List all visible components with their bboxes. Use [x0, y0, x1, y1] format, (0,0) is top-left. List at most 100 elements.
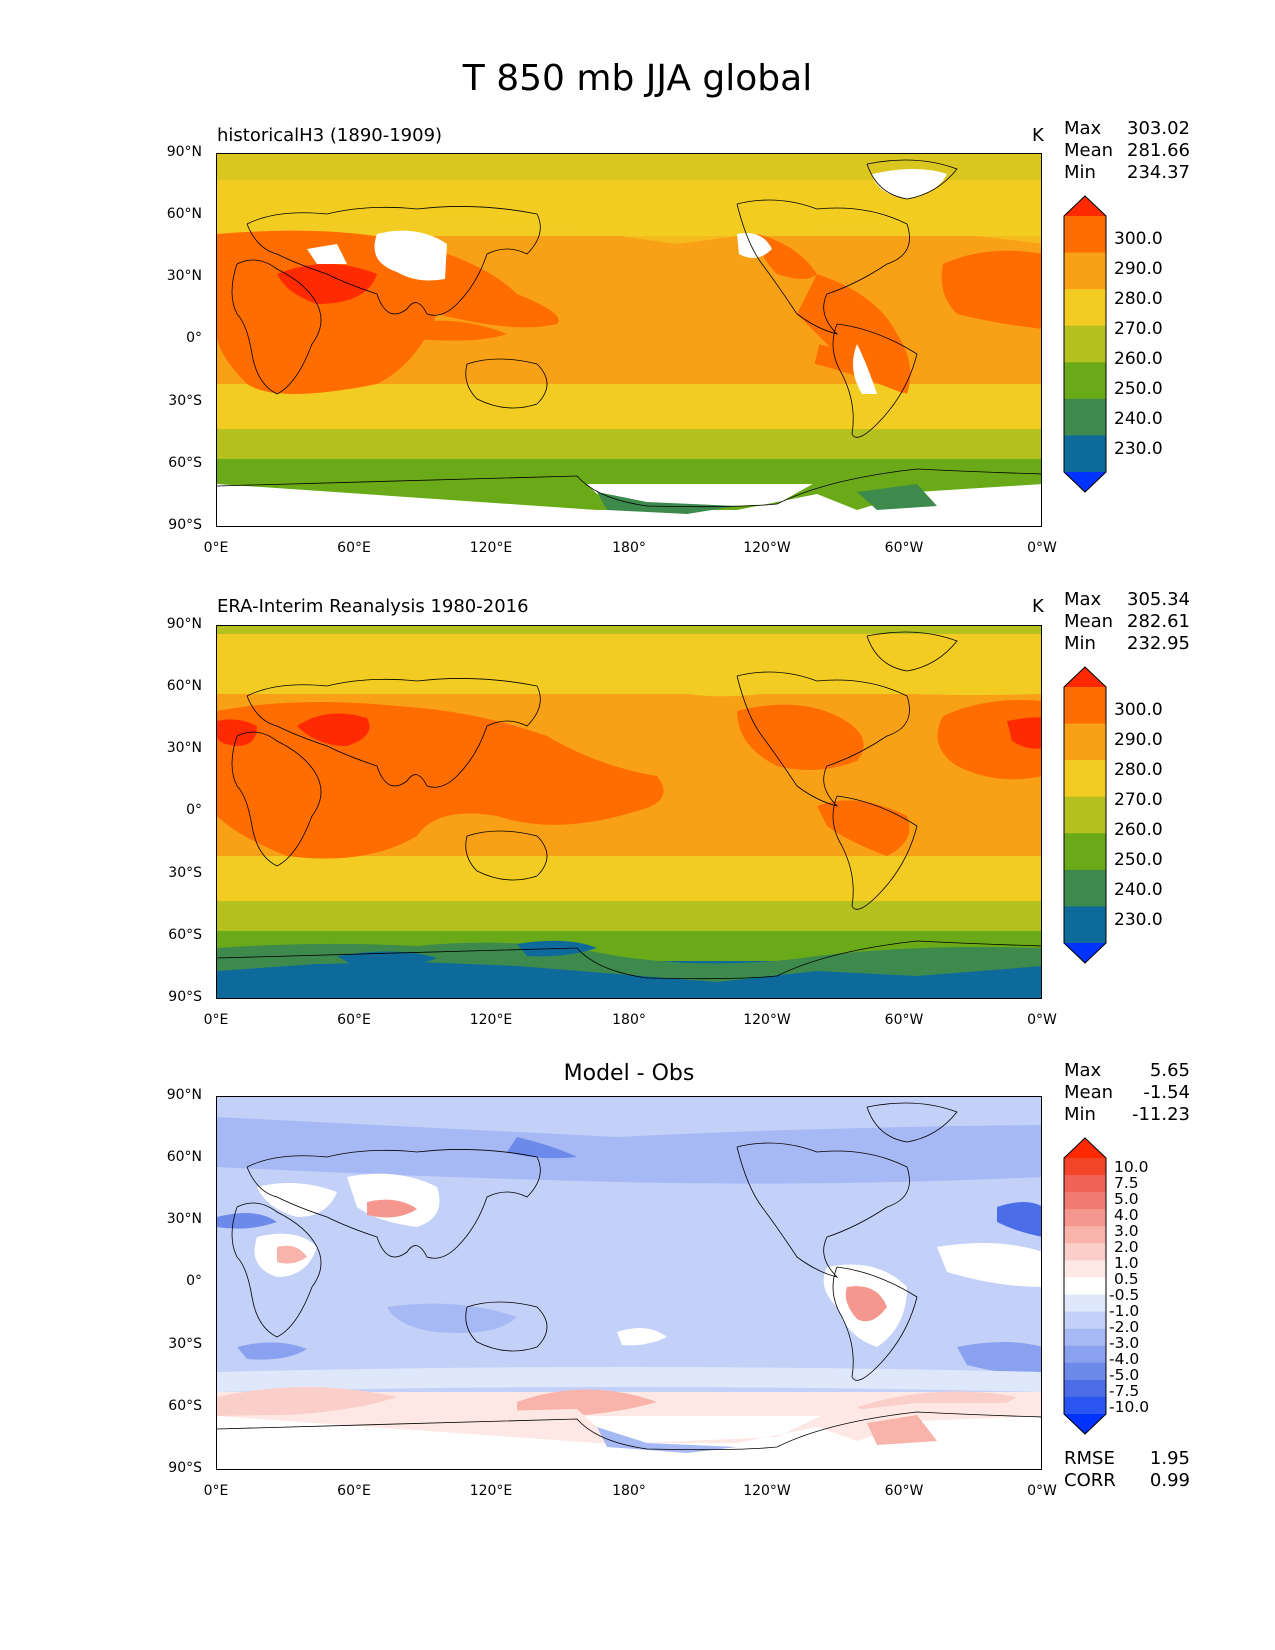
- panel-1-stats: Max 303.02 Mean 281.66 Min 234.37: [1064, 118, 1190, 184]
- colorbar-segment: [1064, 1345, 1106, 1364]
- colorbar-segment: [1064, 325, 1106, 363]
- panel-1-lon-label: 60°W: [884, 540, 924, 556]
- panel-2-lon-label: 0°E: [203, 1012, 229, 1028]
- panel-1-units: K: [1032, 125, 1044, 146]
- colorbar-label: 0.5: [1114, 1270, 1139, 1288]
- stat-min: 232.95: [1127, 633, 1190, 654]
- colorbar-label: 5.0: [1114, 1190, 1139, 1208]
- panel-3-lon-label: 0°W: [1027, 1483, 1057, 1499]
- panel-3-lon-label: 60°W: [884, 1483, 924, 1499]
- colorbar-label: 10.0: [1114, 1158, 1149, 1176]
- colorbar-label: -7.5: [1109, 1382, 1140, 1400]
- colorbar-segment: [1064, 252, 1106, 290]
- colorbar-segment: [1064, 1311, 1106, 1330]
- colorbar-label: 260.0: [1114, 349, 1163, 369]
- panel-3-lon-label: 120°W: [743, 1483, 791, 1499]
- colorbar-segment: [1064, 1379, 1106, 1398]
- colorbar-segment: [1064, 760, 1106, 798]
- colorbar-label: 270.0: [1114, 319, 1163, 339]
- panel-1-colorbar-svg: [1063, 195, 1107, 493]
- colorbar-outline: [1063, 1137, 1107, 1435]
- panel-2-lon-label: 60°E: [337, 1012, 371, 1028]
- panel-3-lon-label: 120°E: [469, 1483, 513, 1499]
- panel-3-lon-label: 60°E: [337, 1483, 371, 1499]
- colorbar-segment: [1064, 1328, 1106, 1347]
- colorbar-label: 250.0: [1114, 850, 1163, 870]
- panel-1-lon-label: 0°W: [1027, 540, 1057, 556]
- colorbar-top-extend: [1064, 1138, 1106, 1158]
- panel-3-stats: Max 5.65 Mean -1.54 Min -11.23: [1064, 1060, 1190, 1126]
- panel-3-lon-label: 0°E: [203, 1483, 229, 1499]
- stat-label: Max: [1064, 589, 1102, 610]
- panel-1-lon-label: 180°: [612, 540, 646, 556]
- colorbar-label: -5.0: [1109, 1366, 1140, 1384]
- colorbar-label: 240.0: [1114, 409, 1163, 429]
- colorbar-label: -4.0: [1109, 1350, 1140, 1368]
- stat-label: Mean: [1064, 140, 1114, 161]
- panel-3-lat-label: 60°S: [168, 1398, 202, 1414]
- panel-3-lat-label: 0°: [186, 1273, 202, 1289]
- colorbar-segment: [1064, 833, 1106, 871]
- stat-label: Max: [1064, 1060, 1102, 1081]
- metric-label: RMSE: [1064, 1448, 1115, 1469]
- panel-1-title: historicalH3 (1890-1909): [217, 125, 443, 146]
- colorbar-segment: [1064, 216, 1106, 254]
- colorbar-label: 3.0: [1114, 1222, 1139, 1240]
- colorbar-label: 290.0: [1114, 259, 1163, 279]
- panel-2-lat-label: 90°S: [168, 989, 202, 1005]
- colorbar-segment: [1064, 723, 1106, 761]
- stat-max: 305.34: [1127, 589, 1190, 610]
- metric-label: CORR: [1064, 1470, 1116, 1491]
- stat-label: Min: [1064, 162, 1096, 183]
- panel-2-lon-label: 60°W: [884, 1012, 924, 1028]
- panel-3-colorbar-svg: [1063, 1137, 1107, 1435]
- panel-3-metrics: RMSE 1.95 CORR 0.99: [1064, 1448, 1190, 1492]
- colorbar-outline: [1063, 195, 1107, 493]
- colorbar-label: -2.0: [1109, 1318, 1140, 1336]
- metric-corr: 0.99: [1149, 1470, 1190, 1491]
- colorbar-label: 1.0: [1114, 1254, 1139, 1272]
- panel-2-lat-label: 60°S: [168, 927, 202, 943]
- panel-1-map: [216, 153, 1042, 527]
- colorbar-bottom-extend: [1064, 472, 1106, 492]
- panel-3-colorbar: [1063, 1137, 1107, 1435]
- stat-max: 5.65: [1149, 1060, 1190, 1081]
- stat-max: 303.02: [1127, 118, 1190, 139]
- metric-rmse: 1.95: [1149, 1448, 1190, 1469]
- colorbar-label: 260.0: [1114, 820, 1163, 840]
- colorbar-label: 270.0: [1114, 790, 1163, 810]
- panel-2-lon-label: 120°E: [469, 1012, 513, 1028]
- panel-2-map: [216, 625, 1042, 999]
- panel-1-lat-label: 60°N: [166, 206, 202, 222]
- panel-2-title: ERA-Interim Reanalysis 1980-2016: [217, 596, 529, 617]
- panel-2-colorbar: [1063, 666, 1107, 964]
- stat-label: Mean: [1064, 1082, 1114, 1103]
- stat-label: Min: [1064, 633, 1096, 654]
- colorbar-segment: [1064, 1396, 1106, 1415]
- panel-1-lon-label: 120°E: [469, 540, 513, 556]
- colorbar-label: 300.0: [1114, 229, 1163, 249]
- colorbar-segment: [1064, 1277, 1106, 1296]
- panel-1-lon-label: 60°E: [337, 540, 371, 556]
- panel-3-lat-label: 30°N: [166, 1211, 202, 1227]
- colorbar-label: -10.0: [1109, 1398, 1150, 1416]
- panel-1-lat-label: 30°S: [168, 393, 202, 409]
- colorbar-segment: [1064, 435, 1106, 473]
- panel-3-lon-label: 180°: [612, 1483, 646, 1499]
- colorbar-segment: [1064, 1243, 1106, 1261]
- panel-2-lon-label: 180°: [612, 1012, 646, 1028]
- colorbar-bottom-extend: [1064, 943, 1106, 963]
- panel-2-lat-label: 0°: [186, 802, 202, 818]
- colorbar-label: 230.0: [1114, 910, 1163, 930]
- panel-2-units: K: [1032, 596, 1044, 617]
- panel-3-lat-label: 90°N: [166, 1087, 202, 1103]
- panel-1-lat-label: 90°S: [168, 517, 202, 533]
- colorbar-segment: [1064, 362, 1106, 400]
- colorbar-segment: [1064, 687, 1106, 725]
- panel-1-lon-label: 0°E: [203, 540, 229, 556]
- colorbar-segment: [1064, 1192, 1106, 1210]
- colorbar-label: 250.0: [1114, 379, 1163, 399]
- stat-min: 234.37: [1127, 162, 1190, 183]
- stat-label: Mean: [1064, 611, 1114, 632]
- panel-1-lat-label: 60°S: [168, 455, 202, 471]
